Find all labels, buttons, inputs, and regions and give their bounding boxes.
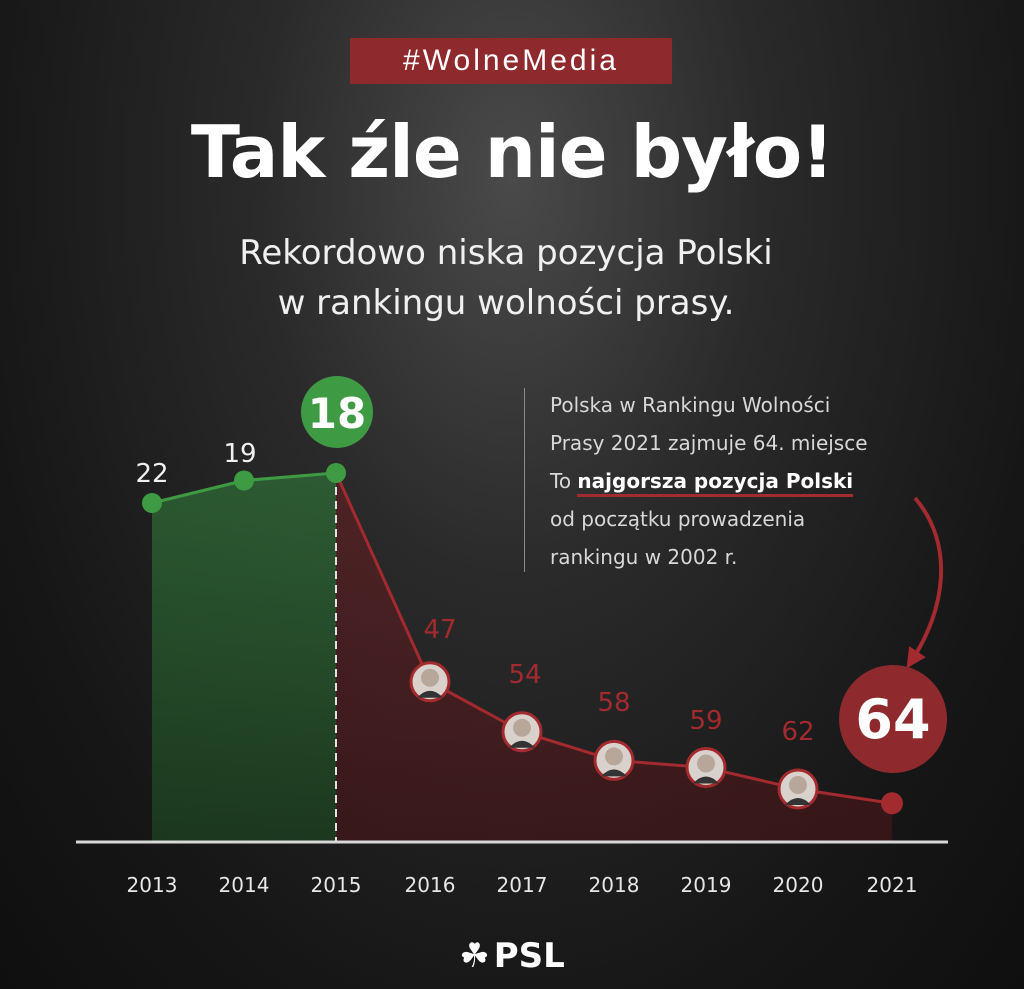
subtitle-line-2: w rankingu wolności prasy. <box>277 283 735 323</box>
best-badge <box>301 376 373 448</box>
data-point <box>326 463 346 483</box>
page-title: Tak źle nie było! <box>190 110 834 194</box>
x-tick-label: 2018 <box>589 873 640 897</box>
data-point <box>881 792 903 815</box>
x-tick-label: 2021 <box>867 873 918 897</box>
logo-text: PSL <box>493 936 565 976</box>
clover-icon: ☘ <box>459 936 490 976</box>
value-label: 59 <box>689 706 722 736</box>
x-tick-label: 2019 <box>681 873 732 897</box>
series-line-segment <box>151 479 245 505</box>
series-line-segment <box>243 471 337 482</box>
x-tick-label: 2016 <box>405 873 456 897</box>
note-line-4: od początku prowadzenia <box>550 507 806 531</box>
value-label: 19 <box>223 439 256 469</box>
worst-badge <box>839 665 947 773</box>
portrait-face-icon <box>697 754 715 773</box>
portrait-face-icon <box>605 747 623 766</box>
subtitle-line-1: Rekordowo niska pozycja Polski <box>239 233 773 273</box>
portrait-face-icon <box>513 718 531 737</box>
x-tick-label: 2013 <box>127 873 178 897</box>
portrait-face-icon <box>789 776 807 794</box>
note-divider <box>524 388 525 572</box>
value-label: 54 <box>508 660 541 690</box>
note-line-3: To najgorsza pozycja Polski <box>550 462 990 500</box>
x-tick-label: 2020 <box>773 873 824 897</box>
portrait-shoulders-icon <box>509 740 535 748</box>
value-label: 22 <box>135 459 168 489</box>
callout-arrow <box>906 496 944 669</box>
note-line-3-prefix: To <box>550 469 572 493</box>
value-label: 58 <box>597 688 630 718</box>
hashtag-badge: #WolneMedia <box>350 38 672 84</box>
portrait-shoulders-icon <box>417 690 443 698</box>
value-label-worst: 64 <box>855 688 930 751</box>
x-tick-label: 2015 <box>311 873 362 897</box>
portrait-shoulders-icon <box>601 769 627 777</box>
series-line-segment <box>334 472 432 683</box>
area-green <box>152 473 336 842</box>
note-highlight: najgorsza pozycja Polski <box>577 469 854 497</box>
data-point <box>234 470 254 491</box>
page-subtitle: Rekordowo niska pozycja Polski w ranking… <box>0 228 1012 328</box>
portrait-shoulders-icon <box>785 798 811 805</box>
data-point <box>142 493 162 513</box>
note-line-1: Polska w Rankingu Wolności <box>550 393 831 417</box>
x-tick-label: 2017 <box>497 873 548 897</box>
note-line-5: rankingu w 2002 r. <box>550 545 738 569</box>
value-label: 62 <box>781 717 814 747</box>
note-line-2: Prasy 2021 zajmuje 64. miejsce <box>550 431 868 455</box>
x-tick-label: 2014 <box>219 873 270 897</box>
value-label: 47 <box>423 615 456 645</box>
portrait-face-icon <box>421 668 439 687</box>
ranking-note: Polska w Rankingu Wolności Prasy 2021 za… <box>550 386 990 576</box>
value-label-best: 18 <box>308 389 366 438</box>
psl-logo: ☘ PSL <box>0 936 1024 976</box>
area-red <box>336 473 892 842</box>
portrait-shoulders-icon <box>693 776 719 784</box>
